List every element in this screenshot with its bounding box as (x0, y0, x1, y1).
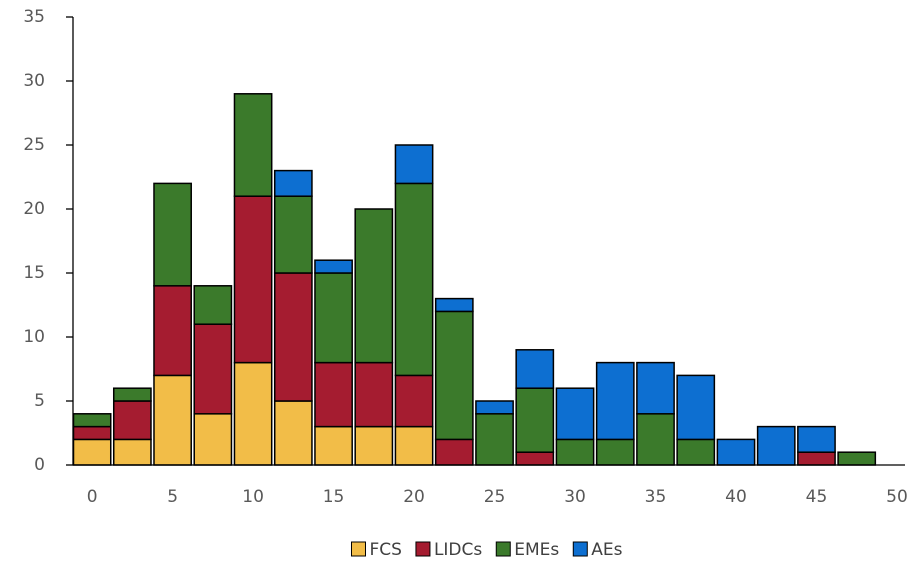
bar-segment (475, 400, 514, 415)
bar-segment (595, 361, 635, 441)
bar-segment (314, 272, 353, 364)
bar-segment (394, 144, 434, 185)
legend-swatch (350, 541, 366, 557)
bar-segment (72, 438, 112, 466)
bar-segment (273, 400, 313, 466)
bar-segment (193, 285, 233, 325)
bar-segment (555, 438, 595, 466)
legend-label: LIDCs (434, 540, 482, 560)
x-tick-label: 25 (484, 487, 506, 507)
y-tick-label: 15 (23, 263, 45, 283)
legend: FCS LIDCs EMEs AEs (350, 540, 623, 560)
x-tick-label: 20 (403, 487, 425, 507)
bar-segment (193, 323, 233, 415)
bar-segment (72, 425, 112, 441)
legend-swatch (572, 541, 588, 557)
x-tick-label: 15 (323, 487, 345, 507)
bar-segment (394, 374, 434, 428)
bar-segment (273, 195, 313, 274)
bar-segment (72, 413, 112, 428)
bar-segment (153, 182, 192, 287)
bar-segment (394, 182, 434, 377)
bar-segment (636, 413, 675, 466)
y-tick-label: 0 (34, 455, 45, 475)
y-tick-label: 10 (23, 327, 45, 347)
bar-segment (112, 438, 152, 466)
bar-segment (273, 169, 313, 197)
x-tick-label: 0 (87, 487, 98, 507)
bar-segment (233, 361, 273, 466)
bar-segment (555, 387, 595, 441)
bar-segment (797, 425, 836, 453)
legend-swatch (415, 541, 431, 557)
bar-segment (193, 413, 233, 466)
bar-segment (434, 297, 474, 313)
y-tick-label: 25 (23, 135, 45, 155)
bar-segment (112, 387, 152, 402)
bar-segment (314, 361, 353, 428)
legend-label: EMEs (514, 540, 559, 560)
bar-segment (354, 425, 394, 466)
bar-segment (475, 413, 514, 466)
bar-segment (676, 438, 716, 466)
x-tick-label: 50 (886, 487, 908, 507)
y-tick-label: 20 (23, 199, 45, 219)
bar-segment (756, 425, 796, 466)
bar-segment (636, 361, 675, 415)
x-tick-label: 10 (242, 487, 264, 507)
x-tick-label: 5 (167, 487, 178, 507)
bar-segment (233, 93, 273, 197)
bar-segment (273, 272, 313, 402)
bar-segment (515, 387, 555, 453)
x-tick-label: 35 (645, 487, 667, 507)
bar-segment (716, 438, 756, 466)
bar-segment (595, 438, 635, 466)
bar-segment (233, 195, 273, 364)
y-tick-label: 5 (34, 391, 45, 411)
bar-segment (153, 374, 192, 466)
bar-segment (515, 349, 555, 389)
legend-label: FCS (369, 540, 401, 560)
bar-segment (394, 425, 434, 466)
bar-segment (314, 425, 353, 466)
bar-segment (434, 438, 474, 466)
y-tick-label: 30 (23, 71, 45, 91)
x-tick-label: 45 (806, 487, 828, 507)
bar-segment (314, 259, 353, 274)
bar-segment (112, 400, 152, 441)
bar-segment (676, 374, 716, 441)
bar-segment (837, 451, 877, 466)
bar-segment (354, 361, 394, 428)
x-tick-label: 30 (564, 487, 586, 507)
legend-label: AEs (591, 540, 622, 560)
bar-segment (797, 451, 836, 466)
x-tick-label: 40 (725, 487, 747, 507)
bar-segment (515, 451, 555, 466)
bar-segment (434, 310, 474, 441)
bar-segment (354, 208, 394, 364)
y-tick-label: 35 (23, 7, 45, 27)
bar-segment (153, 285, 192, 377)
legend-swatch (495, 541, 511, 557)
